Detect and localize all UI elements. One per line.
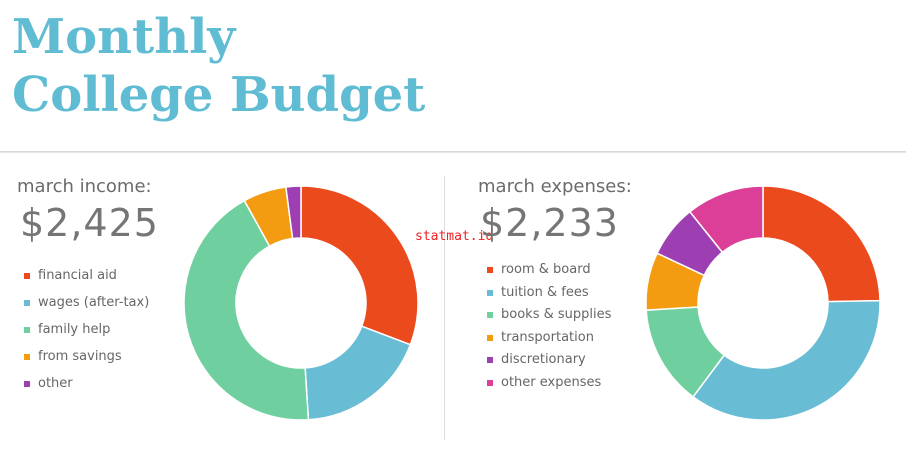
expenses-legend: room & board tuition & fees books & suppli… xyxy=(487,259,611,394)
legend-swatch xyxy=(24,272,30,279)
legend-item: from savings xyxy=(24,343,149,370)
legend-item: financial aid xyxy=(24,262,149,289)
legend-swatch xyxy=(24,353,30,360)
income-total: $2,425 xyxy=(20,201,159,245)
donut-slice-wages-after-tax- xyxy=(304,325,412,421)
title-line-1: Monthly xyxy=(12,9,236,65)
legend-swatch xyxy=(24,380,30,387)
legend-label: tuition & fees xyxy=(501,284,589,300)
legend-swatch xyxy=(24,299,30,306)
donut-slice-financial-aid xyxy=(300,185,419,346)
legend-swatch xyxy=(487,357,493,364)
watermark: statmat.id xyxy=(415,229,494,244)
income-donut-chart xyxy=(183,185,419,421)
expenses-label: march expenses: xyxy=(478,176,632,197)
legend-swatch xyxy=(487,334,493,341)
expenses-total: $2,233 xyxy=(480,201,619,245)
legend-label: from savings xyxy=(38,348,122,364)
legend-item: other expenses xyxy=(487,372,611,395)
donut-slice-tuition-fees xyxy=(692,299,881,421)
legend-label: wages (after-tax) xyxy=(38,294,150,310)
legend-label: financial aid xyxy=(38,267,117,283)
income-label: march income: xyxy=(17,176,152,197)
donut-slice-other-expenses xyxy=(688,185,764,254)
legend-item: tuition & fees xyxy=(487,282,611,305)
legend-label: transportation xyxy=(501,329,594,345)
legend-label: room & board xyxy=(501,262,591,278)
legend-swatch xyxy=(487,289,493,296)
legend-item: other xyxy=(24,370,149,397)
legend-swatch xyxy=(487,379,493,386)
legend-item: discretionary xyxy=(487,349,611,372)
legend-label: discretionary xyxy=(501,352,586,368)
legend-item: transportation xyxy=(487,327,611,350)
donut-slice-family-help xyxy=(183,199,310,421)
legend-label: other xyxy=(38,375,73,391)
donut-slice-room-board xyxy=(762,185,881,303)
panel-divider xyxy=(444,176,445,440)
expenses-donut-chart xyxy=(645,185,881,421)
legend-label: other expenses xyxy=(501,374,602,390)
legend-swatch xyxy=(487,267,493,274)
legend-item: wages (after-tax) xyxy=(24,289,149,316)
legend-label: books & supplies xyxy=(501,307,612,323)
legend-label: family help xyxy=(38,321,111,337)
title-line-2: College Budget xyxy=(12,67,426,123)
legend-item: room & board xyxy=(487,259,611,282)
legend-item: family help xyxy=(24,316,149,343)
page-title: Monthly College Budget xyxy=(12,8,425,124)
legend-swatch xyxy=(24,326,30,333)
legend-swatch xyxy=(487,312,493,319)
header-divider xyxy=(0,151,906,153)
legend-item: books & supplies xyxy=(487,304,611,327)
income-legend: financial aid wages (after-tax) family hel… xyxy=(24,262,149,397)
donut-slice-other xyxy=(285,185,302,240)
